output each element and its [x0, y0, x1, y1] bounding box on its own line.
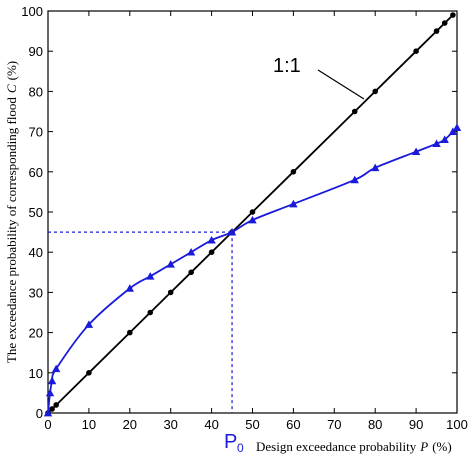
y-tick-label: 10	[29, 366, 43, 381]
series-1-triangle-point	[207, 235, 216, 244]
p0-subscript: 0	[237, 441, 244, 455]
y-tick-label: 0	[36, 406, 43, 421]
series-1-triangle-point	[125, 284, 134, 292]
series-0-circle-point	[450, 12, 456, 18]
series-line-0	[47, 14, 454, 414]
p0-label: P	[224, 431, 237, 453]
series-0-circle-point	[86, 370, 92, 376]
y-tick-label: 30	[29, 285, 43, 300]
x-tick-label: 50	[245, 417, 259, 432]
series	[43, 12, 462, 417]
series-0-circle-point	[372, 88, 379, 95]
series-0-circle-point	[188, 269, 194, 276]
series-1-triangle-point	[43, 408, 53, 417]
series-1-triangle-point	[350, 175, 359, 184]
y-tick-label: 80	[29, 84, 43, 99]
x-axis-title: Design exceedance probability P (%)	[256, 439, 452, 454]
y-axis-title-text: The exceedance probability of correspond…	[4, 97, 19, 364]
series-1-triangle-point	[186, 248, 196, 256]
x-axis-title-text: Design exceedance probability	[256, 439, 417, 454]
series-0-circle-point	[53, 402, 59, 408]
x-tick-label: 0	[44, 417, 51, 432]
series-1-triangle-point	[146, 272, 155, 280]
series-1-triangle-point	[432, 139, 441, 148]
series-1-triangle-point	[448, 127, 458, 135]
y-tick-label: 40	[29, 245, 43, 260]
series-1-triangle-point	[47, 376, 57, 385]
series-0-circle-point	[413, 48, 419, 54]
y-tick-label: 70	[29, 125, 43, 140]
series-0-circle-point	[290, 169, 297, 175]
series-0-circle-point	[249, 209, 256, 215]
axis-labels: P 0 Design exceedance probability P (%)The e…	[4, 61, 452, 455]
y-tick-label: 90	[29, 44, 43, 59]
x-tick-label: 70	[327, 417, 341, 432]
series-0-circle-point	[351, 108, 358, 115]
x-axis-variable: P	[419, 439, 428, 454]
x-tick-label: 60	[286, 417, 300, 432]
x-tick-label: 80	[368, 417, 382, 432]
y-tick-label: 100	[21, 4, 43, 19]
y-axis-title: The exceedance probability of correspond…	[4, 61, 19, 363]
x-tick-label: 100	[446, 417, 468, 432]
annotations: 1:1	[48, 55, 365, 413]
series-line-1	[47, 126, 458, 414]
series-1-triangle-point	[411, 147, 421, 156]
x-tick-label: 30	[163, 417, 177, 432]
one-to-one-pointer	[317, 69, 365, 100]
y-axis-unit: (%)	[4, 61, 19, 81]
series-1-triangle-point	[227, 227, 237, 236]
y-tick-label: 60	[29, 165, 43, 180]
series-1-triangle-point	[452, 123, 462, 131]
series-0-circle-point	[127, 329, 133, 336]
series-1-triangle-point	[289, 199, 298, 208]
x-tick-label: 40	[204, 417, 218, 432]
x-tick-label: 20	[123, 417, 137, 432]
series-0-circle-point	[441, 20, 448, 26]
series-1-triangle-point	[166, 260, 175, 268]
x-axis-unit: (%)	[432, 439, 452, 454]
one-to-one-label: 1:1	[273, 55, 301, 77]
y-tick-label: 20	[29, 326, 43, 341]
series-1-triangle-point	[440, 135, 449, 143]
series-0-circle-point	[49, 406, 55, 412]
x-tick-label: 90	[409, 417, 423, 432]
series-1-triangle-point	[248, 215, 257, 224]
series-0-circle-point	[167, 289, 174, 296]
series-1-triangle-point	[45, 388, 55, 397]
series-1-triangle-point	[51, 364, 61, 373]
series-1-triangle-point	[84, 320, 94, 328]
series-0-circle-point	[433, 28, 440, 34]
series-0-circle-point	[208, 249, 215, 255]
y-axis-variable: C	[4, 84, 19, 93]
series-1-triangle-point	[371, 163, 380, 172]
y-tick-label: 50	[29, 205, 43, 220]
axes: 0 10 20 30 40 50 60 70 80 90 100 0 10 20 30 40 50 60 70 80 9…	[21, 4, 468, 432]
x-tick-label: 10	[82, 417, 96, 432]
series-0-circle-point	[147, 309, 154, 316]
